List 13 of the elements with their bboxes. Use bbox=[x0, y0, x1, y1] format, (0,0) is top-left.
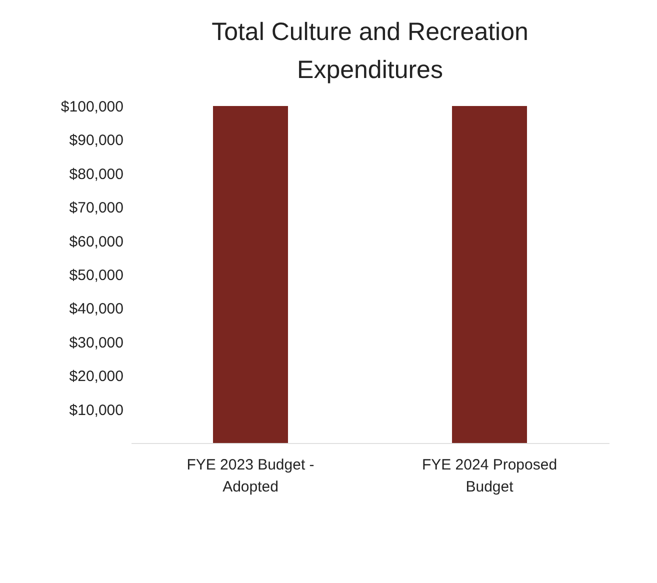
x-tick-label: FYE 2024 Proposed Budget bbox=[422, 456, 558, 496]
y-tick-label: $60,000 bbox=[69, 233, 124, 250]
y-tick-label: $20,000 bbox=[69, 368, 124, 386]
y-tick-label: $80,000 bbox=[69, 166, 124, 183]
x-tick-label: FYE 2023 Budget - Adopted bbox=[186, 456, 314, 496]
y-tick-label: $50,000 bbox=[69, 267, 124, 284]
chart-title: Total Culture and Recreation Expenditures bbox=[212, 18, 528, 84]
y-tick-label: $100,000 bbox=[60, 98, 124, 116]
y-tick-label: $30,000 bbox=[69, 334, 124, 352]
y-tick-label: $90,000 bbox=[69, 132, 124, 150]
y-tick-label: $40,000 bbox=[69, 300, 124, 318]
y-tick-label: $10,000 bbox=[69, 402, 124, 419]
y-tick-label: $70,000 bbox=[69, 200, 124, 217]
